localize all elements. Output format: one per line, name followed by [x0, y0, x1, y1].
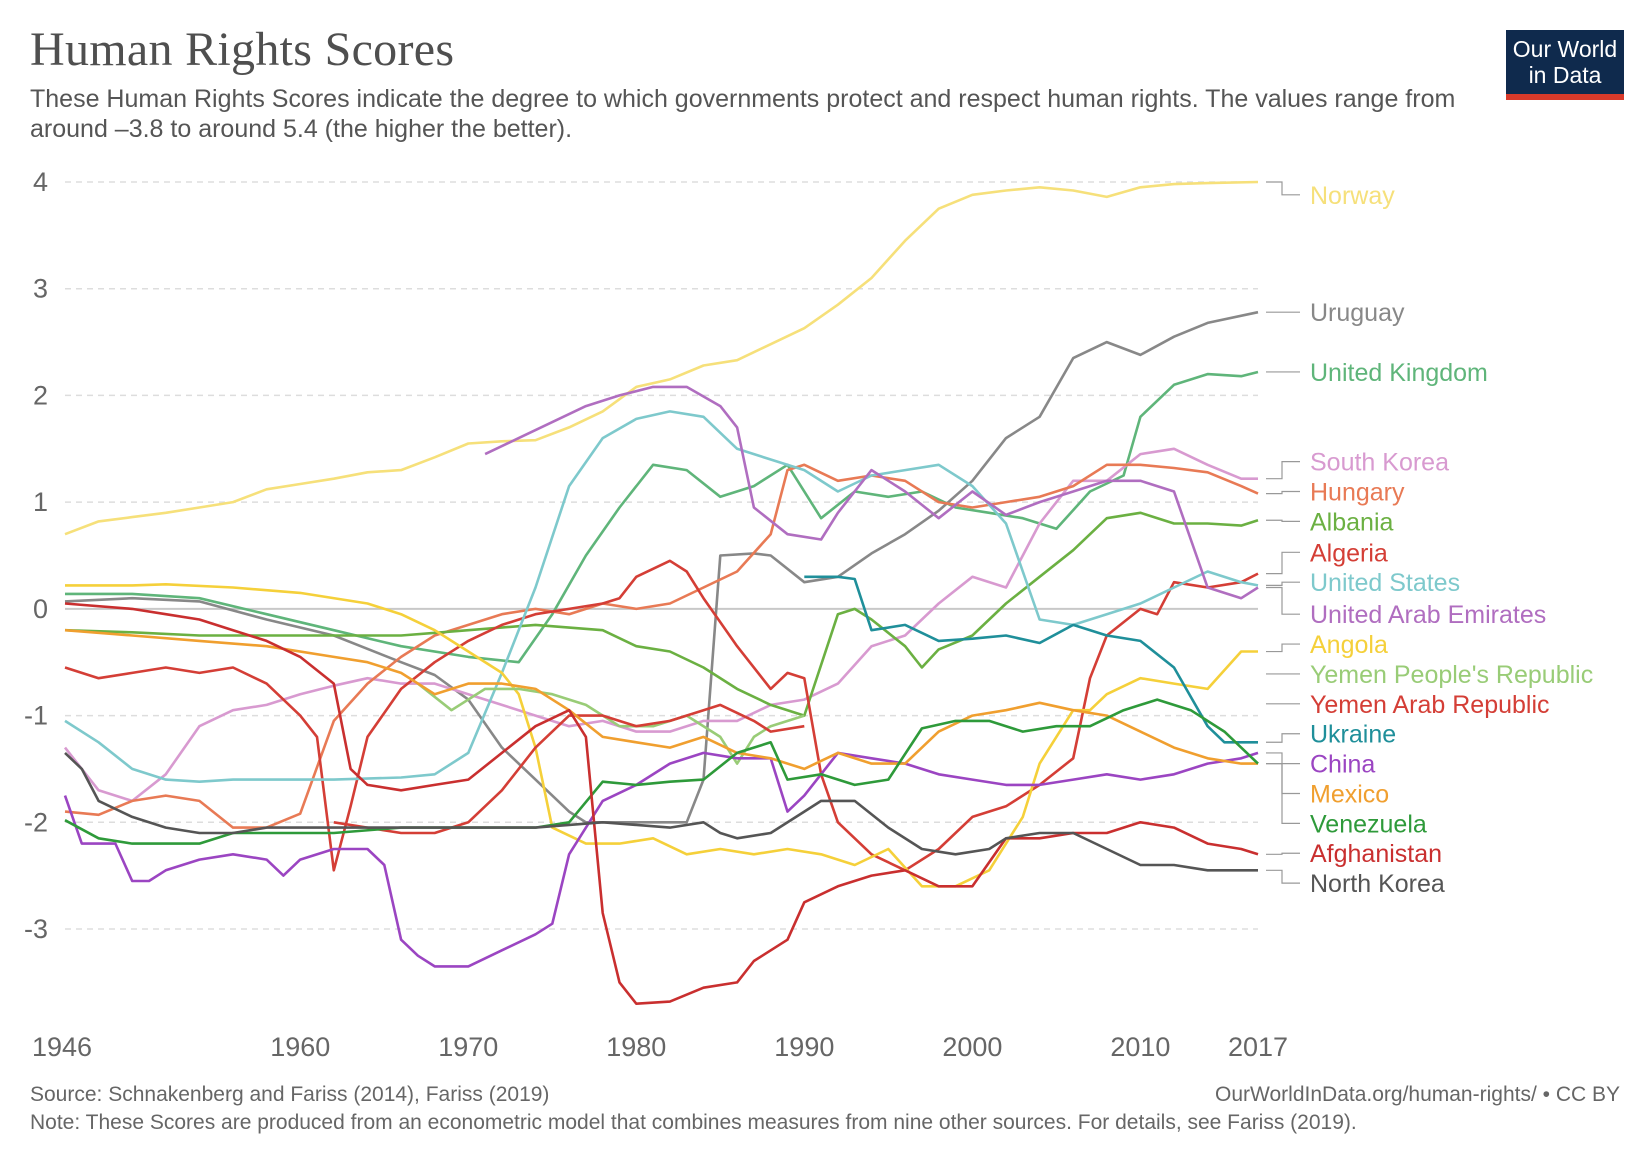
label-connector — [1266, 762, 1300, 795]
methodology-note: Note: These Scores are produced from an … — [30, 1111, 1357, 1134]
series-line-venezuela[interactable] — [64, 698, 1259, 845]
y-tick-label: 2 — [33, 380, 48, 410]
y-tick-label: -1 — [24, 701, 48, 731]
series-line-united-kingdom[interactable] — [65, 370, 1259, 664]
x-tick-label: 1990 — [774, 1032, 834, 1062]
x-tick-label: 1960 — [270, 1032, 330, 1062]
y-tick-label: 0 — [33, 594, 48, 624]
series-label[interactable]: Yemen People's Republic — [1310, 661, 1593, 689]
x-tick-label: 1980 — [606, 1032, 666, 1062]
owid-logo[interactable]: Our World in Data — [1506, 30, 1624, 100]
series-line-angola[interactable] — [65, 583, 1258, 888]
label-connector — [1266, 752, 1300, 765]
label-connector — [1266, 869, 1300, 884]
series-label[interactable]: Albania — [1310, 508, 1393, 536]
series-label[interactable]: Mexico — [1310, 780, 1389, 808]
series-line-afghanistan[interactable] — [64, 602, 1259, 1005]
series-label[interactable]: Uruguay — [1310, 299, 1405, 327]
label-connector — [1266, 519, 1300, 522]
label-connector — [1266, 586, 1300, 615]
series-label[interactable]: United States — [1310, 569, 1460, 597]
y-tick-label: 4 — [33, 167, 48, 197]
y-tick-label: -2 — [24, 807, 48, 837]
series-label[interactable]: Angola — [1310, 631, 1388, 659]
series-label[interactable]: North Korea — [1310, 870, 1445, 898]
series-line-north-korea[interactable] — [64, 751, 1258, 872]
chart-title: Human Rights Scores — [30, 23, 455, 76]
label-connector — [1266, 490, 1300, 495]
label-layer: Norway Uruguay United Kingdom South KoreaHu… — [1266, 181, 1593, 898]
series-line-hungary[interactable] — [64, 463, 1259, 829]
series-label[interactable]: China — [1310, 751, 1375, 779]
x-tick-label: 1946 — [32, 1032, 92, 1062]
label-connector — [1266, 181, 1300, 196]
series-line-albania[interactable] — [64, 511, 1259, 717]
series-label[interactable]: Hungary — [1310, 478, 1405, 506]
logo-line-2: in Data — [1528, 62, 1602, 88]
series-label[interactable]: South Korea — [1310, 449, 1449, 477]
chart-subtitle: These Human Rights Scores indicate the d… — [30, 85, 1456, 143]
y-tick-label: 3 — [33, 274, 48, 304]
series-line-united-arab-emirates[interactable] — [484, 385, 1259, 600]
series-line-norway[interactable] — [64, 180, 1259, 536]
series-label[interactable]: Yemen Arab Republic — [1310, 691, 1550, 719]
series-line-united-states[interactable] — [64, 410, 1259, 783]
label-connector — [1266, 581, 1300, 586]
series-label[interactable]: United Kingdom — [1310, 359, 1488, 387]
grid-layer: 4 3 2 1 0 -1 -2 -3 1946 1960 1970 1980 1990 2000 2010 2… — [24, 167, 1288, 1062]
series-label[interactable]: Algeria — [1310, 539, 1388, 567]
label-connector — [1266, 643, 1300, 653]
series-line-algeria[interactable] — [64, 559, 1259, 872]
label-connector — [1266, 733, 1300, 743]
series-line-uruguay[interactable] — [64, 310, 1259, 824]
series-label[interactable]: Afghanistan — [1310, 840, 1442, 868]
logo-line-1: Our World — [1512, 36, 1618, 62]
series-label[interactable]: United Arab Emirates — [1310, 601, 1546, 629]
label-connector — [1266, 852, 1300, 855]
x-tick-label: 2000 — [942, 1032, 1002, 1062]
source-url-link[interactable]: OurWorldInData.org/human-rights/ • CC BY — [1215, 1083, 1620, 1106]
x-tick-label: 2017 — [1228, 1032, 1288, 1062]
label-connector — [1266, 460, 1300, 480]
series-label[interactable]: Ukraine — [1310, 721, 1396, 749]
x-tick-label: 1970 — [438, 1032, 498, 1062]
y-tick-label: 1 — [33, 487, 48, 517]
label-connector — [1266, 551, 1300, 575]
series-label[interactable]: Venezuela — [1310, 810, 1427, 838]
source-note: Source: Schnakenberg and Fariss (2014), … — [30, 1083, 550, 1106]
y-tick-label: -3 — [24, 914, 48, 944]
series-line-yemen-arab-republic[interactable] — [333, 703, 805, 835]
series-label[interactable]: Norway — [1310, 182, 1395, 210]
series-line-ukraine[interactable] — [804, 575, 1258, 744]
label-connector — [1266, 762, 1300, 824]
series-line-china[interactable] — [63, 751, 1259, 968]
series-line-south-korea[interactable] — [63, 447, 1258, 803]
series-layer — [63, 180, 1259, 1005]
x-tick-label: 2010 — [1110, 1032, 1170, 1062]
